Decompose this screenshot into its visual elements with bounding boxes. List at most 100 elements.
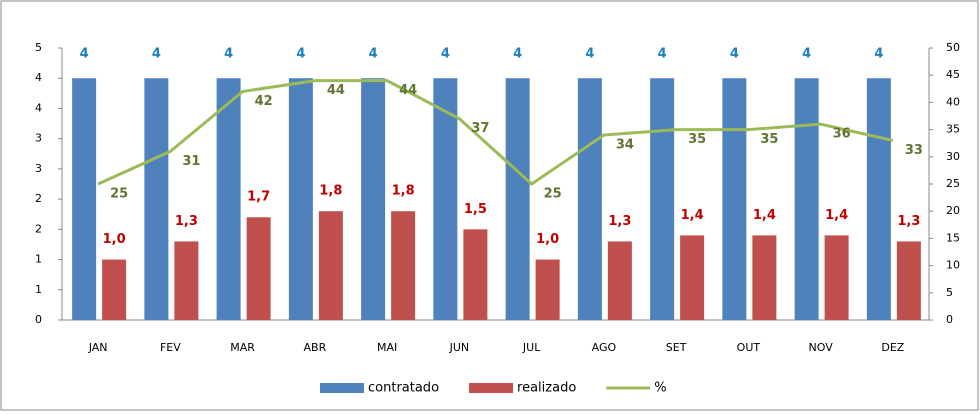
data-label: 4 [730,47,739,62]
bar [246,217,271,320]
data-label: 31 [182,154,200,169]
x-tick-label: SET [666,341,687,354]
data-label: 1,0 [536,232,559,247]
data-label: 4 [802,47,811,62]
bar [577,78,602,320]
data-label: 25 [110,187,128,202]
y-tick-label: 2 [35,222,42,235]
legend-label: % [654,381,666,396]
bar [288,78,313,320]
y2-tick-label: 10 [946,259,960,272]
data-label: 25 [544,187,562,202]
y2-tick-label: 5 [946,286,953,299]
data-label: 34 [616,138,634,153]
y-tick-label: 3 [35,162,42,175]
y2-tick-label: 40 [946,95,960,108]
x-tick-label: JUN [449,341,470,354]
y-tick-label: 2 [35,192,42,205]
data-label: 1,4 [825,208,848,223]
data-label: 1,3 [608,214,631,229]
y2-tick-label: 45 [946,68,960,81]
y-tick-label: 5 [35,41,42,54]
bar [505,78,530,320]
data-label: 4 [296,47,305,62]
legend-label: contratado [368,381,439,396]
bar [174,241,199,320]
bar [144,78,169,320]
data-label: 4 [224,47,233,62]
y-tick-label: 3 [35,132,42,145]
bar [607,241,632,320]
data-label: 33 [905,143,923,158]
y2-tick-label: 35 [946,123,960,136]
bar [463,229,488,320]
x-tick-label: DEZ [881,341,904,354]
data-label: 1,3 [897,214,920,229]
line-series [97,79,894,186]
data-label: 1,4 [681,208,704,223]
x-tick-label: NOV [809,341,834,354]
data-label: 4 [585,47,594,62]
bar [680,235,705,320]
data-label: 37 [471,121,489,136]
bar [361,78,386,320]
data-label: 35 [760,132,778,147]
x-tick-label: AGO [592,341,617,354]
bar [722,78,747,320]
y2-tick-label: 20 [946,204,960,217]
bar [72,78,97,320]
x-tick-label: MAR [230,341,255,354]
x-tick-label: OUT [737,341,761,354]
data-label: 1,4 [753,208,776,223]
data-label: 44 [327,83,345,98]
bar [866,78,891,320]
bar [318,211,343,320]
bar [824,235,849,320]
data-label: 4 [369,47,378,62]
data-label: 4 [513,47,522,62]
x-tick-label: FEV [160,341,181,354]
bar [216,78,241,320]
data-label: 4 [658,47,667,62]
x-tick-label: JAN [88,341,108,354]
y2-tick-label: 15 [946,231,960,244]
data-label: 1,8 [319,184,342,199]
x-tick-label: JUL [522,341,541,354]
data-label: 4 [874,47,883,62]
data-label: 4 [152,47,161,62]
bar [752,235,777,320]
data-label: 4 [441,47,450,62]
data-label: 35 [688,132,706,147]
y-tick-label: 1 [35,283,42,296]
bar [391,211,416,320]
data-label: 1,0 [103,232,126,247]
bar [102,259,127,320]
data-label: 1,5 [464,202,487,217]
y-tick-label: 4 [35,71,42,84]
legend-label: realizado [517,381,576,396]
bar [535,259,560,320]
x-tick-label: MAI [377,341,397,354]
data-label: 36 [833,127,851,142]
data-label: 1,3 [175,214,198,229]
y-tick-label: 0 [35,313,42,326]
y-tick-label: 4 [35,101,42,114]
bar [794,78,819,320]
y2-tick-label: 0 [946,313,953,326]
data-label: 4 [80,47,89,62]
x-tick-label: ABR [304,341,327,354]
y2-tick-label: 30 [946,150,960,163]
legend-swatch [320,383,364,393]
data-label: 44 [399,83,417,98]
bar [650,78,675,320]
bar [896,241,921,320]
data-label: 42 [255,94,273,109]
y2-tick-label: 25 [946,177,960,190]
y2-tick-label: 50 [946,41,960,54]
data-label: 1,7 [247,190,270,205]
y-tick-label: 1 [35,253,42,266]
data-label: 1,8 [392,184,415,199]
legend-swatch [469,383,514,393]
bar [433,78,458,320]
